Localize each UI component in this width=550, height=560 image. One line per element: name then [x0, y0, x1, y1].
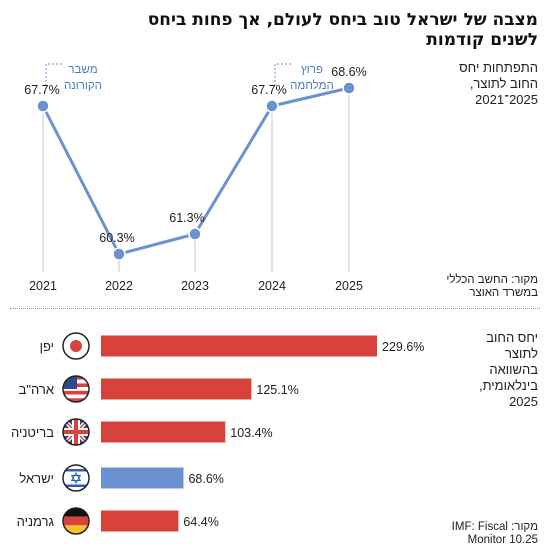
line-subtitle-line: החוב לתוצר, — [469, 76, 538, 91]
germany-flag-icon — [62, 507, 90, 535]
bar — [101, 421, 226, 443]
data-point — [265, 99, 279, 113]
flag-stripe — [63, 398, 89, 402]
flag-star — [70, 471, 82, 481]
data-label: 67.7% — [251, 83, 286, 97]
data-point — [342, 81, 356, 95]
annotation-label: הקורונה — [64, 80, 102, 92]
category-label: ישראל — [19, 471, 54, 486]
flag-stripe — [63, 469, 89, 472]
x-tick-label: 2023 — [181, 279, 209, 293]
data-point — [188, 227, 202, 241]
chart-title: מצבה של ישראל טוב ביחס לעולם, אך פחות בי… — [8, 10, 538, 50]
line-subtitle-line: התפתחות יחס — [459, 60, 538, 75]
japan-flag-icon — [62, 332, 90, 360]
bar — [101, 467, 184, 489]
annotation-bracket — [45, 63, 63, 86]
x-tick-label: 2022 — [105, 279, 133, 293]
flag-outline — [62, 507, 90, 535]
bar — [101, 378, 252, 400]
annotation-label: המלחמה — [290, 79, 334, 92]
annotation-bracket — [274, 63, 292, 86]
bar — [101, 510, 179, 532]
bar-value-label: 229.6% — [382, 340, 424, 354]
usa-flag-icon — [62, 375, 90, 403]
line-source-line: במשרד האוצר — [469, 287, 538, 299]
line-subtitle-line: 2025־2021 — [475, 92, 538, 107]
bar-value-label: 103.4% — [230, 426, 272, 440]
x-tick-label: 2024 — [258, 279, 286, 293]
flag-sun — [70, 340, 82, 352]
data-point — [112, 247, 126, 261]
bar-chart-subtitle: יחס החוב לתוצר בהשוואה בינלאומית, 2025 — [479, 330, 538, 410]
flag-fill — [63, 508, 89, 534]
uk-flag-icon — [62, 418, 90, 446]
data-label: 60.3% — [99, 231, 134, 245]
title-line-2: לשנים קודמות — [426, 30, 538, 50]
category-label: בריטניה — [11, 425, 54, 440]
section-divider — [10, 308, 540, 309]
bar-source-line: Monitor 10.25 — [467, 534, 538, 546]
bar-subtitle-line: בהשוואה — [489, 362, 538, 377]
data-label: 61.3% — [169, 211, 204, 225]
bar-value-label: 68.6% — [188, 472, 223, 486]
flag-star — [70, 475, 82, 485]
flag-band — [63, 508, 89, 517]
title-line-1: מצבה של ישראל טוב ביחס לעולם, אך פחות בי… — [147, 10, 538, 30]
flag-band — [63, 516, 89, 526]
annotation-label: משבר — [68, 64, 97, 76]
x-tick-label: 2025 — [335, 279, 363, 293]
flag-outline — [62, 418, 90, 446]
line-chart-source: מקור: החשב הכללי במשרד האוצר — [446, 274, 538, 300]
flag-stripe — [63, 484, 89, 487]
x-tick-label: 2021 — [29, 279, 57, 293]
bar-source-line: מקור: IMF: Fiscal — [451, 521, 538, 533]
flag-cross-red — [74, 419, 78, 445]
data-label: 67.7% — [24, 83, 59, 97]
category-label: ארה"ב — [19, 382, 54, 397]
category-label: גרמניה — [17, 514, 55, 529]
category-label: יפן — [40, 339, 54, 354]
bar-value-label: 125.1% — [256, 383, 298, 397]
line-source-line: מקור: החשב הכללי — [446, 274, 538, 286]
annotation-label: פרוץ — [301, 64, 323, 76]
bar-subtitle-line: בינלאומית, — [478, 378, 538, 393]
flag-band — [63, 525, 89, 534]
bar-value-label: 64.4% — [183, 515, 218, 529]
flag-stripe — [63, 390, 89, 395]
data-label: 68.6% — [331, 65, 366, 79]
line-chart-subtitle: התפתחות יחס החוב לתוצר, 2025־2021 — [459, 60, 538, 108]
bar-subtitle-line: 2025 — [509, 394, 538, 409]
bar-chart-source: מקור: IMF: Fiscal Monitor 10.25 — [452, 521, 538, 547]
flag-outline — [62, 464, 90, 492]
data-point — [36, 99, 50, 113]
flag-stripe — [63, 394, 89, 399]
flag-outline — [62, 332, 90, 360]
bar — [101, 335, 377, 357]
israel-flag-icon — [62, 464, 90, 492]
flag-outline — [62, 375, 90, 403]
bar-subtitle-line: יחס החוב — [486, 330, 538, 345]
bar-subtitle-line: לתוצר — [504, 346, 538, 361]
